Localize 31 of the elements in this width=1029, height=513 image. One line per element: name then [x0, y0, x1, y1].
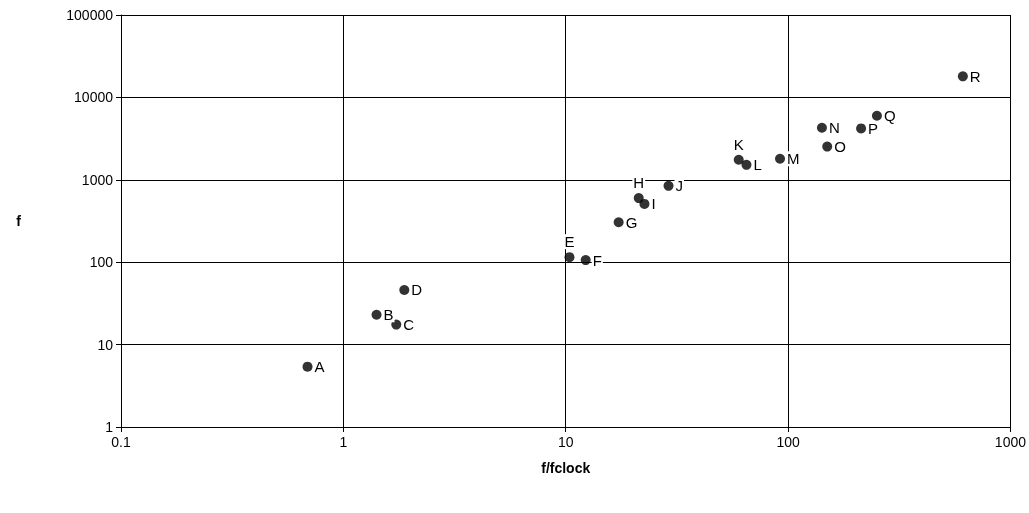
annotation: O	[834, 138, 846, 156]
x-axis-title: f/fclock	[541, 460, 591, 476]
y-tick-label: 1000	[81, 171, 114, 188]
y-tick-label: 100	[89, 254, 114, 271]
annotation: N	[828, 119, 840, 137]
annotation: L	[753, 156, 762, 174]
annotation: Q	[883, 107, 896, 125]
annotation: C	[403, 316, 415, 334]
y-tick-label: 1	[105, 419, 114, 435]
annotation: I	[651, 195, 656, 213]
annotation: A	[314, 358, 325, 376]
annotation: M	[787, 150, 800, 168]
x-tick-label: 100	[776, 434, 800, 450]
annotation: H	[633, 174, 645, 192]
annotation: G	[625, 213, 638, 231]
x-tick-label: 0.1	[111, 434, 131, 450]
annotation: K	[733, 135, 744, 153]
annotation: P	[868, 119, 879, 137]
annotation: R	[969, 67, 981, 85]
x-tick-label: 10	[557, 434, 574, 450]
annotation: E	[564, 233, 575, 251]
x-tick-label: 1	[339, 434, 348, 450]
y-tick-label: 100000	[66, 7, 114, 23]
y-tick-label: 10000	[74, 89, 114, 106]
annotation: D	[411, 281, 423, 299]
annotation: B	[383, 306, 394, 324]
y-tick-label: 10	[97, 336, 114, 353]
y-axis-title: f	[16, 213, 22, 229]
x-tick-label: 1000	[994, 434, 1027, 450]
annotation: F	[592, 251, 602, 269]
annotation: J	[675, 177, 684, 195]
